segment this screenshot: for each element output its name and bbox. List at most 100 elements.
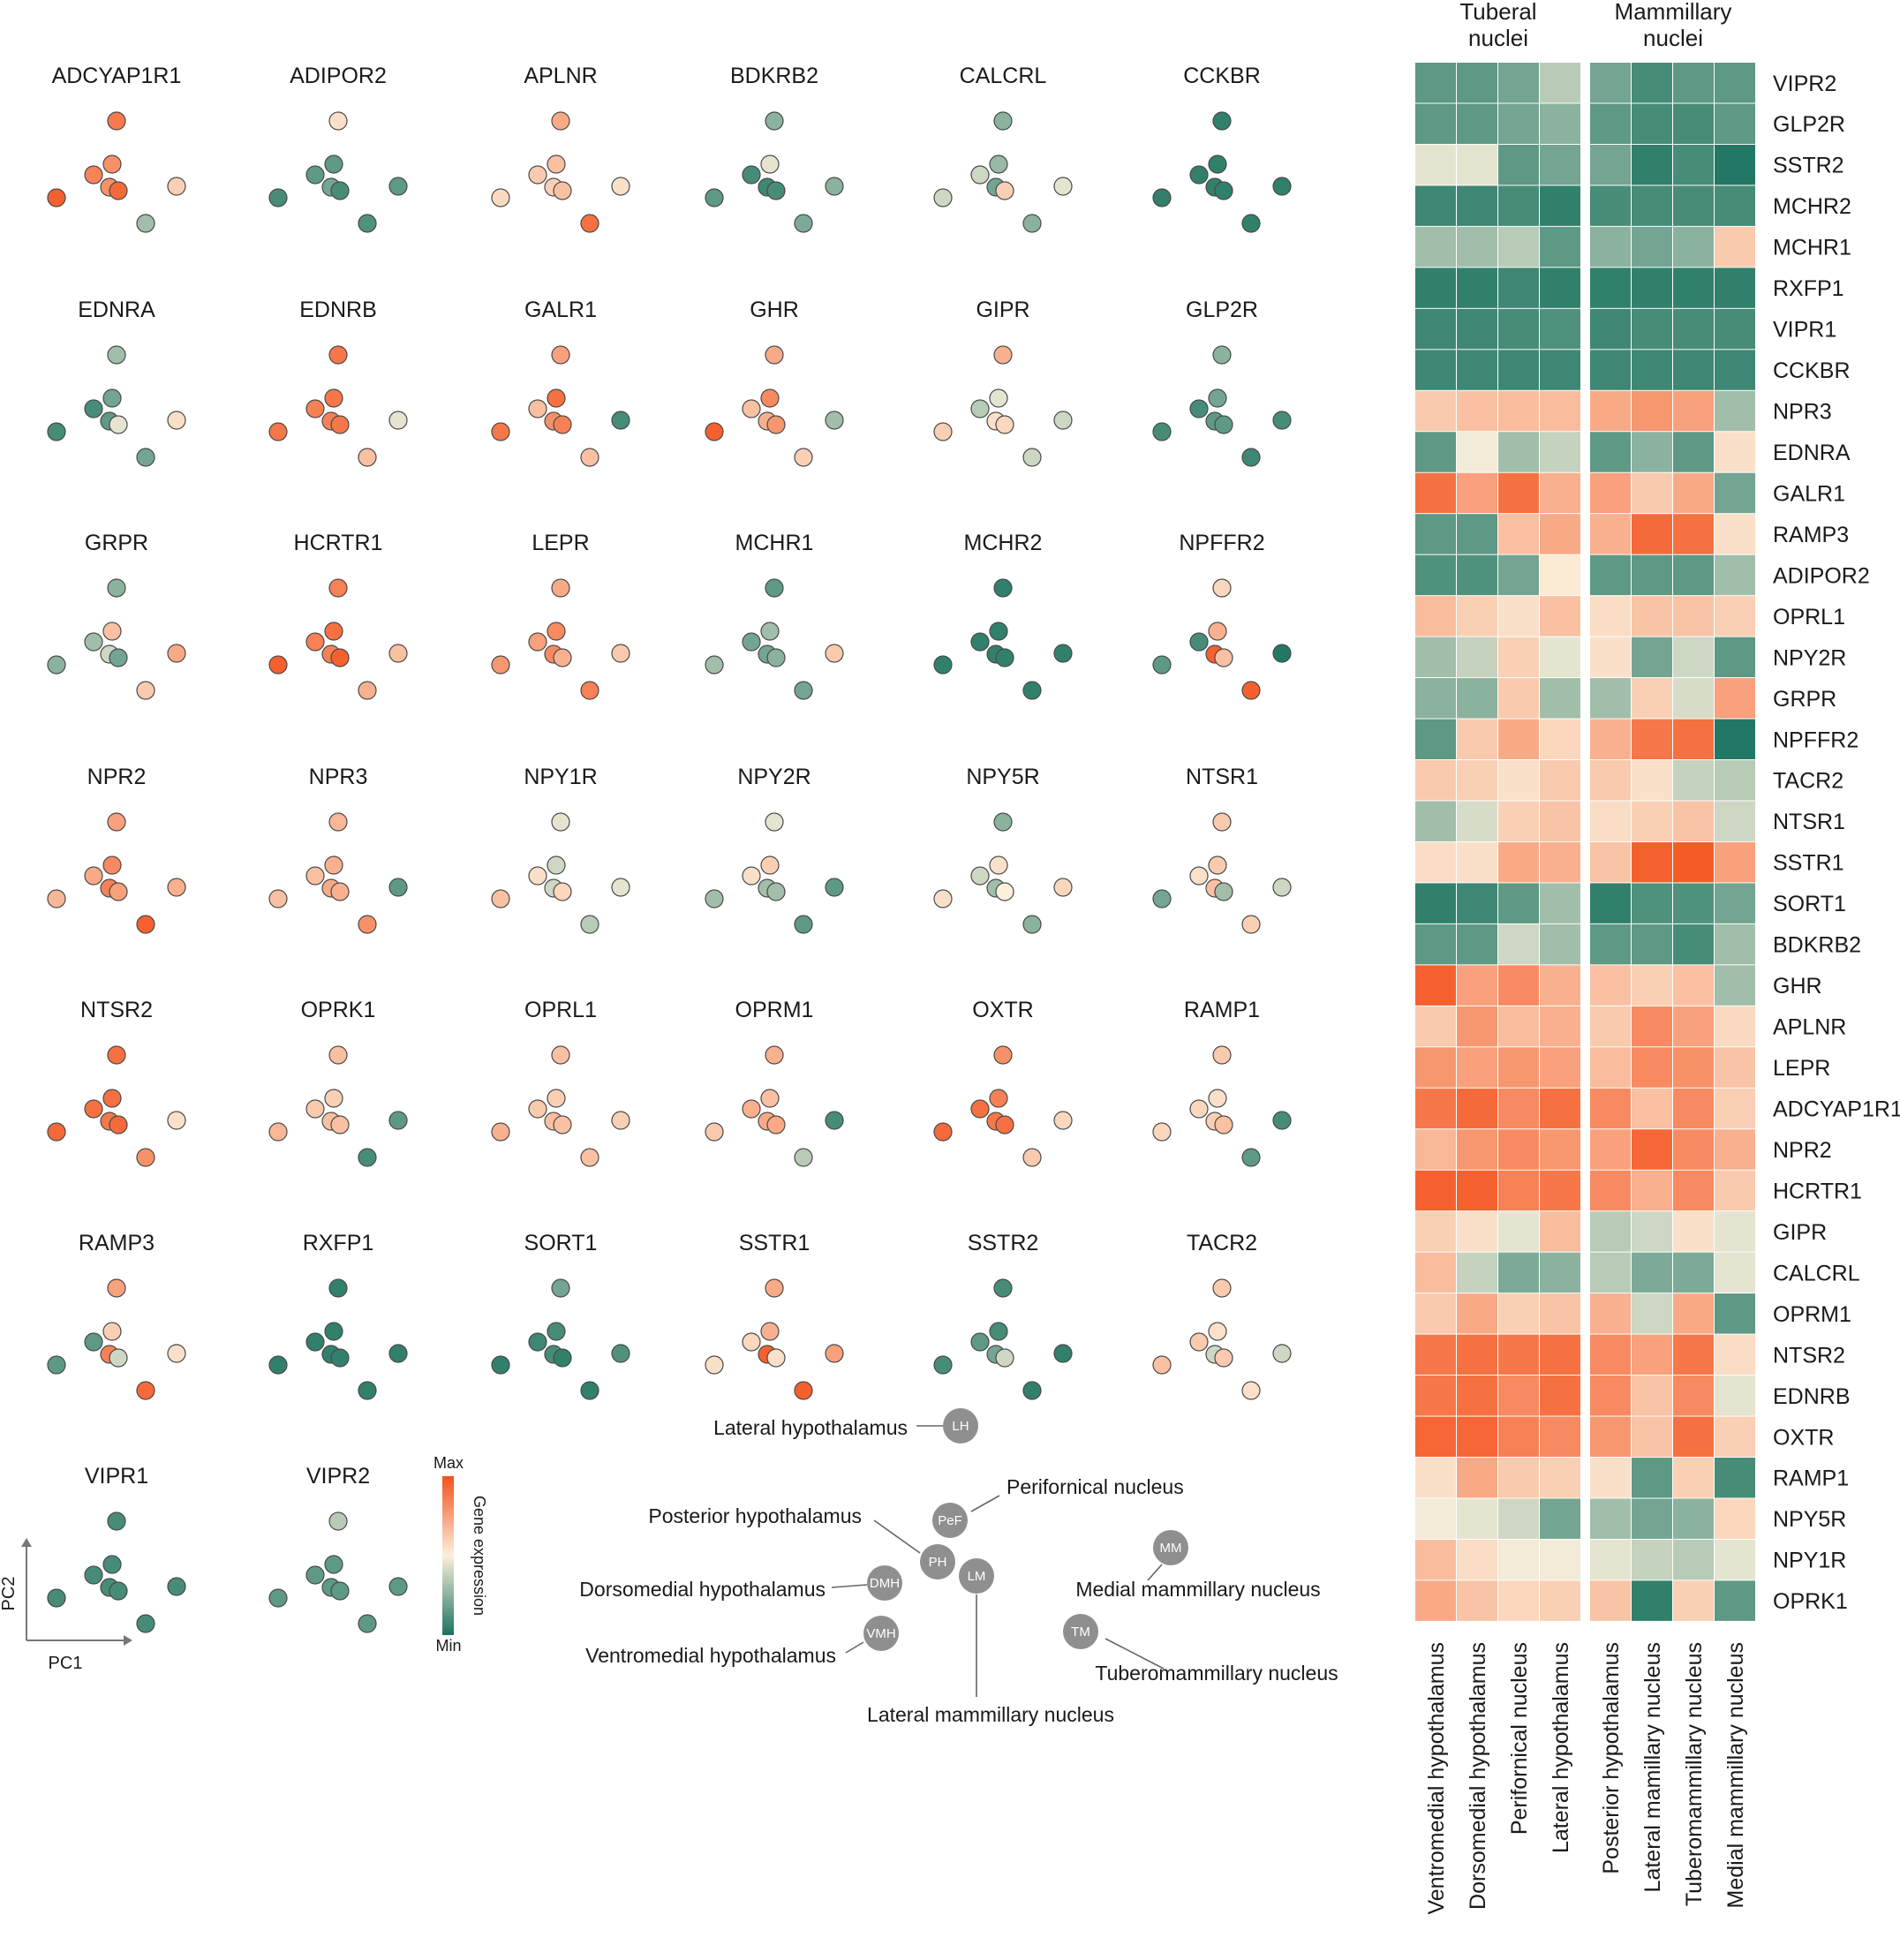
- heatmap-cell: [1457, 596, 1497, 637]
- dot-lh: [107, 1278, 126, 1298]
- dot-pef: [547, 155, 566, 174]
- panel-title: CALCRL: [960, 64, 1047, 88]
- leader-line: [1147, 1564, 1163, 1581]
- dot-pef: [102, 1322, 122, 1341]
- region-node-abbrev: PeF: [938, 1513, 962, 1528]
- dot-lh: [765, 345, 784, 365]
- heatmap-cell: [1457, 1334, 1497, 1376]
- heatmap-cell: [1590, 678, 1631, 719]
- dot-vmh: [47, 1588, 66, 1608]
- dot-lh: [993, 578, 1013, 598]
- heatmap-cell: [1590, 1211, 1631, 1252]
- heatmap-cell: [1673, 596, 1714, 637]
- dot-ph: [1189, 866, 1209, 886]
- heatmap-cell: [1632, 514, 1672, 554]
- dot-pef: [102, 856, 122, 875]
- heatmap-cell: [1632, 965, 1672, 1006]
- row-label: GIPR: [1773, 1220, 1827, 1245]
- heatmap-cell: [1457, 1129, 1497, 1170]
- heatmap-cell: [1590, 226, 1631, 268]
- heatmap-row-ednrb: EDNRB: [1415, 1376, 1851, 1416]
- heatmap-cell: [1457, 472, 1497, 514]
- heatmap-cell: [1590, 883, 1631, 923]
- row-label: OPRM1: [1773, 1302, 1851, 1327]
- heatmap-cell: [1673, 759, 1714, 801]
- heatmap-cell: [1415, 1334, 1456, 1376]
- column-label: Medial mammillary nucleus: [1723, 1642, 1748, 1908]
- heatmap-cell: [1632, 1047, 1672, 1088]
- dot-ph: [305, 866, 325, 886]
- panel-rxfp1: RXFP1: [268, 1231, 408, 1400]
- dot-vmh: [933, 188, 953, 207]
- heatmap-cell: [1540, 1170, 1580, 1211]
- dot-dmh: [553, 415, 572, 434]
- heatmap-cell: [1415, 1376, 1456, 1416]
- heatmap-cell: [1590, 1006, 1631, 1047]
- dot-mm: [388, 1344, 408, 1363]
- heatmap-cell: [1632, 226, 1672, 268]
- heatmap-cell: [1590, 144, 1631, 185]
- region-node-abbrev: TM: [1071, 1625, 1090, 1640]
- panel-title: NPFFR2: [1179, 531, 1264, 555]
- dot-vmh: [268, 188, 288, 207]
- heatmap-cell: [1632, 1580, 1672, 1621]
- dot-ph: [1189, 632, 1209, 652]
- heatmap-cell: [1715, 841, 1755, 883]
- panel-ghr: GHR: [705, 298, 844, 467]
- heatmap-cell: [1498, 268, 1539, 308]
- dot-pef: [102, 1555, 122, 1574]
- panel-title: NTSR1: [1186, 765, 1258, 789]
- heatmap-cell: [1415, 103, 1456, 144]
- region-node-tm: TM Tuberomammillary nucleus: [1063, 1614, 1338, 1685]
- heatmap-cell: [1715, 678, 1755, 719]
- heatmap-cell: [1540, 390, 1580, 432]
- heatmap-cell: [1632, 1129, 1672, 1170]
- dot-ph: [742, 165, 761, 185]
- heatmap-row-npy5r: NPY5R: [1415, 1498, 1846, 1539]
- dot-dmh: [766, 181, 786, 200]
- heatmap-cell: [1540, 1252, 1580, 1293]
- panel-ntsr2: NTSR2: [47, 998, 186, 1167]
- region-node-dmh: DMH Dorsomedial hypothalamus: [579, 1565, 902, 1601]
- dot-lh: [107, 1511, 126, 1531]
- heatmap-cell: [1457, 1088, 1497, 1129]
- heatmap-row-vipr2: VIPR2: [1415, 63, 1836, 103]
- heatmap-row-adipor2: ADIPOR2: [1415, 554, 1870, 596]
- heatmap-cell: [1540, 923, 1580, 965]
- dot-lh: [765, 111, 784, 131]
- heatmap-cell: [1540, 965, 1580, 1006]
- heatmap-cell: [1715, 144, 1755, 185]
- dot-lh: [328, 111, 348, 131]
- panel-title: RAMP3: [79, 1231, 155, 1255]
- dot-mm: [1053, 644, 1073, 663]
- heatmap-cell: [1415, 801, 1456, 841]
- heatmap-cell: [1673, 1498, 1714, 1539]
- heatmap-cell: [1715, 1252, 1755, 1293]
- region-node-abbrev: MM: [1160, 1541, 1182, 1556]
- dot-lh: [993, 1045, 1013, 1065]
- panel-title: GLP2R: [1186, 298, 1258, 322]
- dot-dmh: [1214, 181, 1233, 200]
- dot-pef: [760, 1322, 780, 1341]
- heatmap-cell: [1457, 185, 1497, 226]
- panel-title: OPRL1: [524, 998, 597, 1022]
- heatmap-cell: [1457, 678, 1497, 719]
- heatmap-cell: [1498, 103, 1539, 144]
- dot-lh: [107, 345, 126, 365]
- dot-dmh: [553, 882, 572, 901]
- row-label: VIPR1: [1773, 318, 1836, 343]
- dot-ph: [1189, 1099, 1209, 1119]
- panel-bdkrb2: BDKRB2: [705, 64, 844, 233]
- heatmap-cell: [1457, 1047, 1497, 1088]
- panel-grpr: GRPR: [47, 531, 186, 700]
- heatmap-cell: [1590, 1047, 1631, 1088]
- heatmap-cell: [1673, 1129, 1714, 1170]
- heatmap-cell: [1415, 390, 1456, 432]
- heatmap-cell: [1673, 1047, 1714, 1088]
- heatmap-cell: [1457, 514, 1497, 554]
- dot-vmh: [491, 1122, 510, 1142]
- heatmap-row-rxfp1: RXFP1: [1415, 268, 1844, 308]
- heatmap-cell: [1498, 1416, 1539, 1458]
- heatmap-cell: [1540, 103, 1580, 144]
- dot-mm: [1272, 411, 1292, 430]
